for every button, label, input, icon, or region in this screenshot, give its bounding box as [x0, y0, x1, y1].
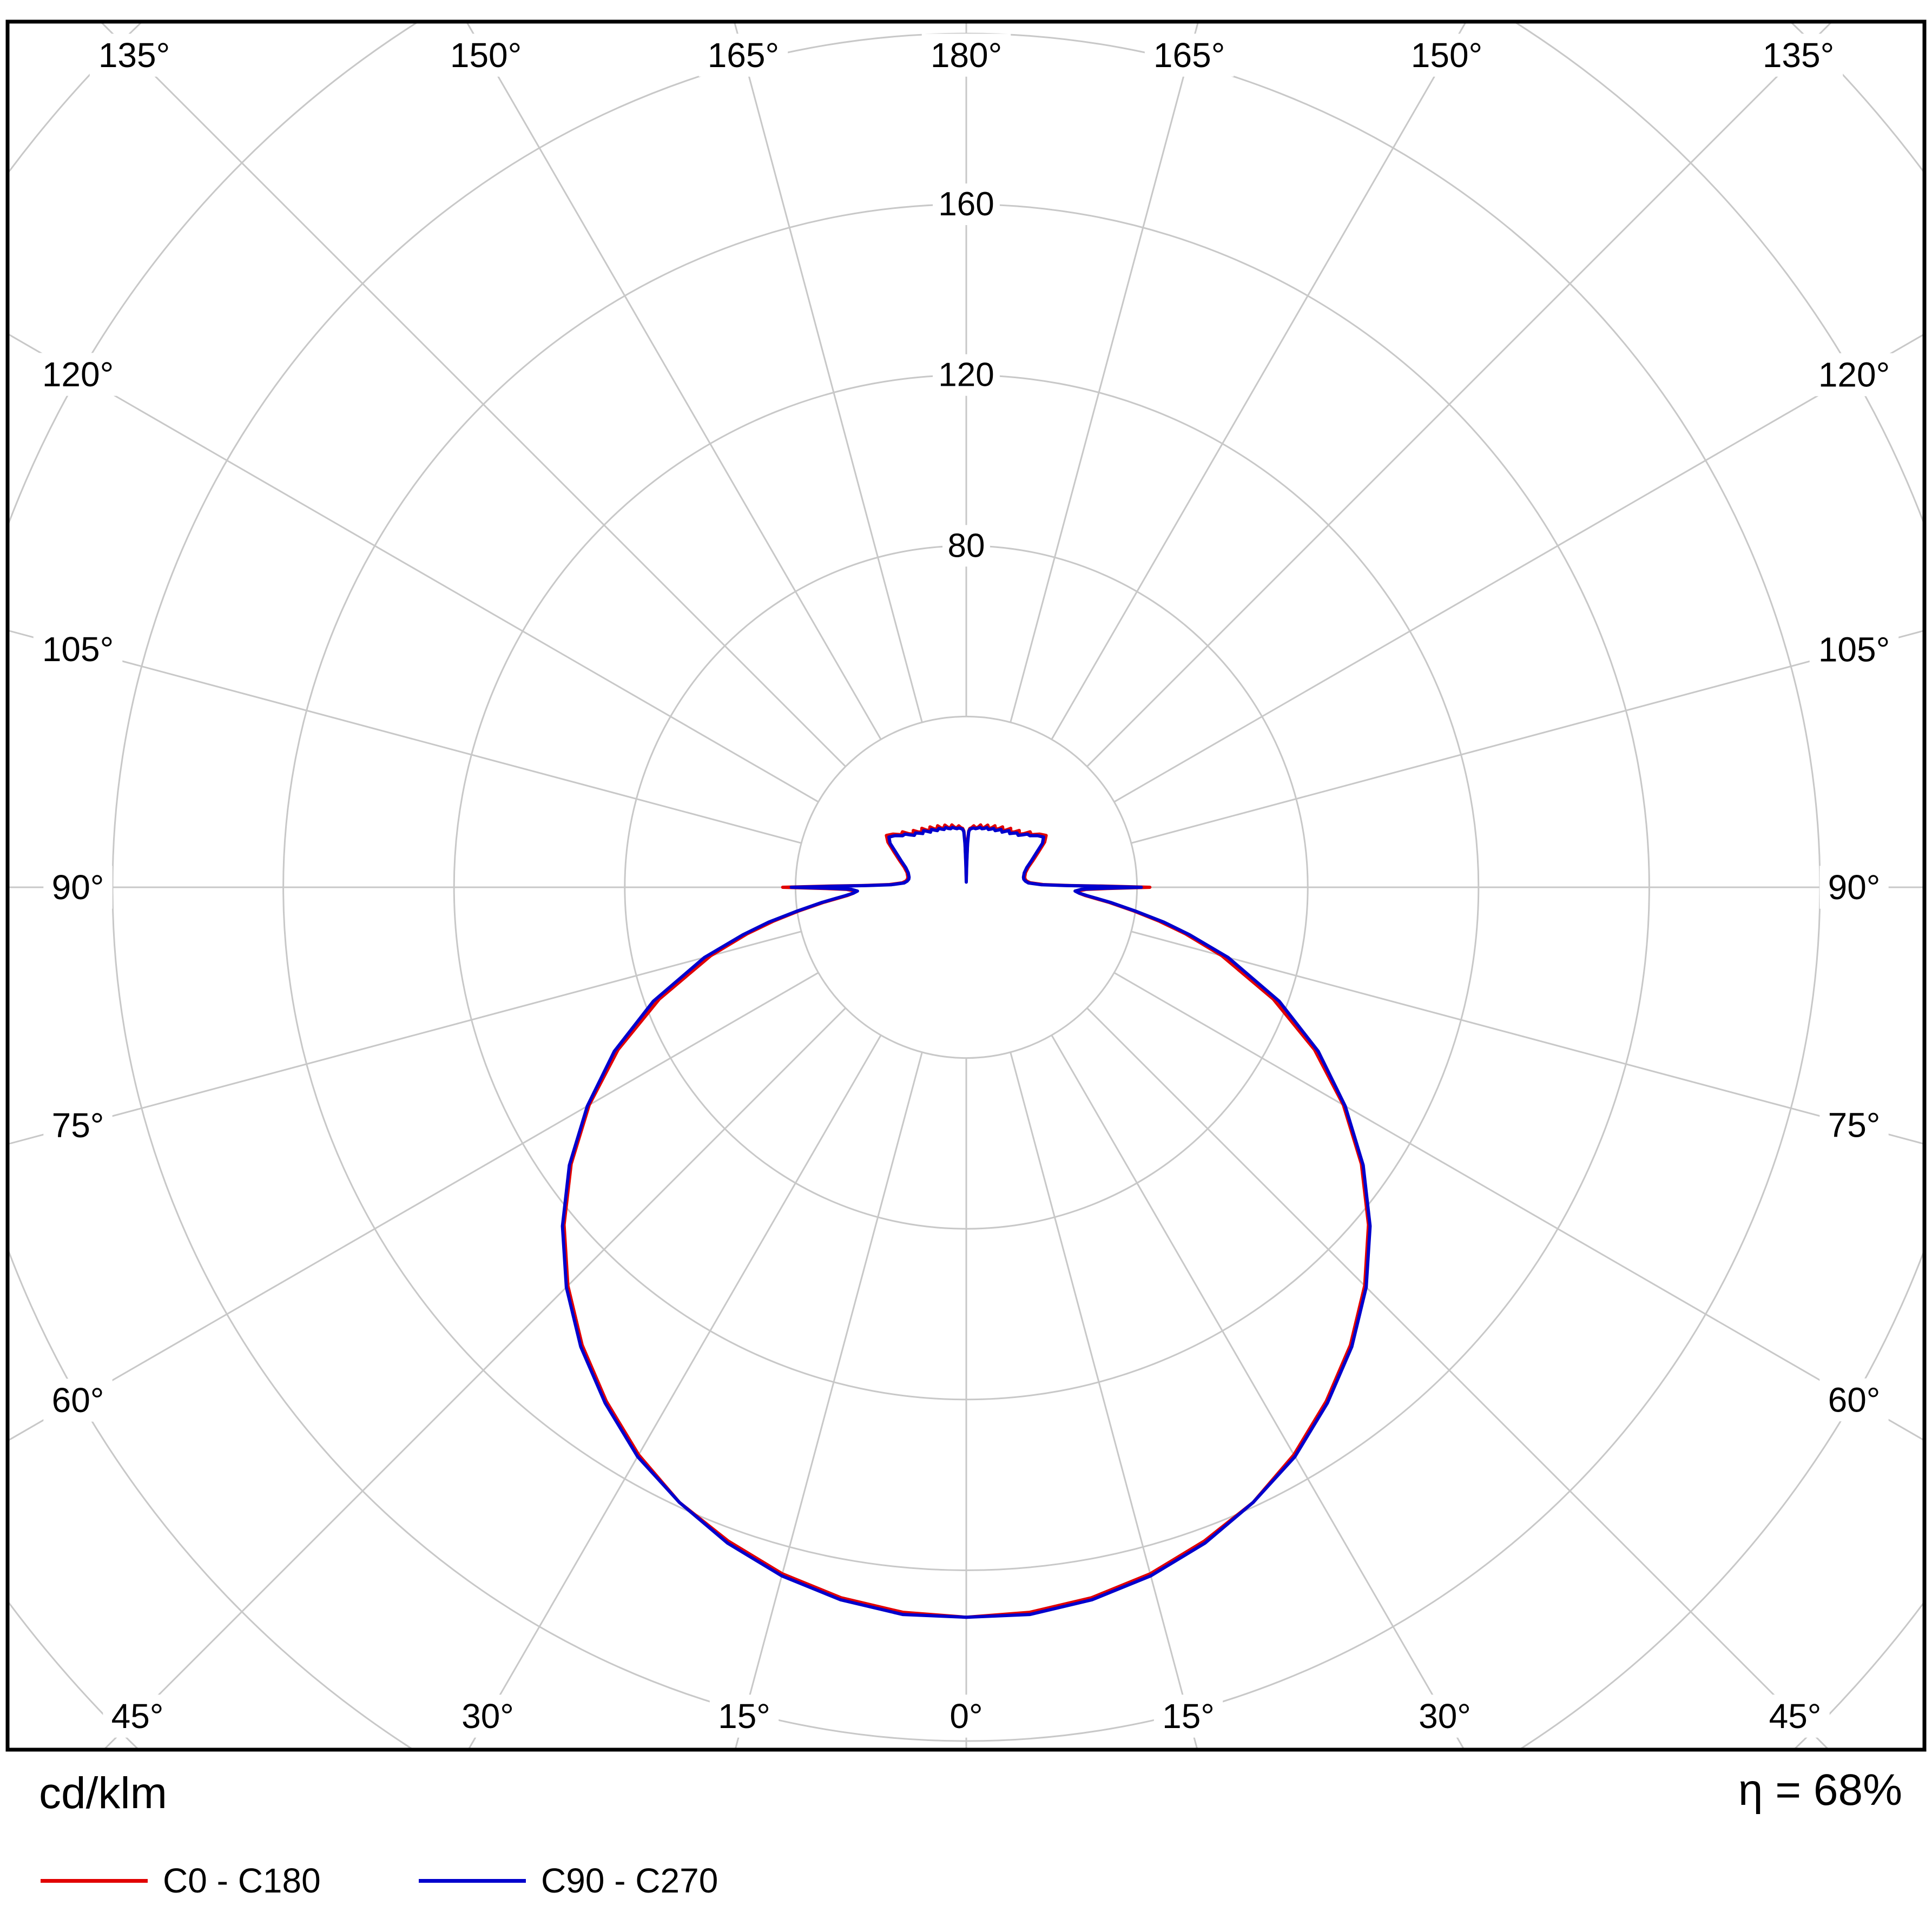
angle-label-90-right-bg	[1819, 866, 1889, 909]
angle-label-90-left: 90°	[52, 868, 104, 907]
angle-label-75-right: 75°	[1828, 1106, 1881, 1145]
angle-label-135-right-bg	[1753, 34, 1843, 77]
axis-labels: 80 120 160 0° 15° 15° 30° 30° 45° 45° 60° 60° 75° 75°…	[33, 34, 1899, 1738]
grid-spoke-345	[735, 1052, 923, 1748]
grid-spoke-330	[468, 1034, 882, 1748]
grid-spoke-255	[9, 630, 802, 844]
angle-label-30-right: 30°	[1419, 1697, 1471, 1736]
angle-label-60-right-bg	[1819, 1378, 1889, 1422]
radial-tick-label-160: 160	[938, 186, 994, 223]
angle-label-105-right-bg	[1809, 628, 1899, 671]
angle-label-135-right: 135°	[1763, 36, 1834, 75]
angle-label-45-right: 45°	[1769, 1697, 1822, 1736]
angle-label-165-left: 165°	[708, 36, 779, 75]
efficiency-value: η = 68%	[1738, 1765, 1902, 1815]
grid-spoke-75	[1131, 931, 1923, 1145]
angle-label-15-right-bg	[1153, 1694, 1223, 1738]
angle-label-45-left-bg	[103, 1694, 172, 1738]
grid-spoke-210	[466, 23, 882, 740]
legend-swatch-c0-c180-icon	[41, 1878, 148, 1883]
angle-label-15-right: 15°	[1162, 1697, 1215, 1736]
angle-label-135-left-bg	[89, 34, 179, 77]
grid-spoke-165	[1010, 23, 1199, 723]
angle-label-120-left: 120°	[42, 355, 114, 394]
angle-label-60-right: 60°	[1828, 1380, 1881, 1419]
angle-label-60-left-bg	[43, 1379, 113, 1422]
angle-label-120-left-bg	[33, 353, 123, 396]
radial-tick-label-80-bg	[942, 525, 990, 567]
angle-label-180-right: 180°	[931, 36, 1002, 75]
radial-tick-label-120: 120	[938, 357, 994, 394]
unit-label: cd/klm	[39, 1769, 167, 1818]
angle-label-90-right: 90°	[1828, 868, 1881, 907]
radial-tick-label-120-bg	[933, 354, 1000, 396]
grid-spoke-285	[9, 931, 802, 1145]
angle-label-15-left: 15°	[718, 1697, 770, 1736]
grid-spoke-15	[1010, 1052, 1198, 1748]
grid-spoke-60	[1113, 972, 1923, 1441]
angle-label-150-right: 150°	[1411, 36, 1482, 75]
angle-label-135-left: 135°	[98, 36, 170, 75]
angle-label-120-right: 120°	[1818, 355, 1890, 394]
angle-label-105-right: 105°	[1818, 630, 1890, 669]
angle-label-165-right-bg	[1144, 34, 1234, 77]
grid-spoke-195	[734, 23, 923, 723]
legend-item-c0-c180: C0 - C180	[41, 1859, 321, 1902]
legend-swatch-c90-c270-icon	[419, 1878, 526, 1883]
curve-c90-c270	[561, 826, 1372, 1619]
grid-spoke-150	[1051, 23, 1466, 740]
angle-label-0-right-bg	[941, 1694, 991, 1738]
chart-frame	[5, 19, 1927, 1752]
angle-label-90-left-bg	[43, 866, 113, 909]
angle-label-150-right-bg	[1402, 34, 1492, 77]
angle-label-75-left: 75°	[52, 1106, 104, 1145]
angle-label-180-right-bg	[921, 34, 1011, 77]
angle-label-30-left: 30°	[461, 1697, 514, 1736]
grid-spoke-120	[1113, 334, 1923, 803]
legend-item-c90-c270: C90 - C270	[419, 1859, 718, 1902]
grid-spoke-30	[1051, 1034, 1465, 1748]
radial-tick-label-80: 80	[948, 527, 985, 564]
radial-tick-label-160-bg	[933, 183, 1000, 226]
angle-label-150-left-bg	[441, 34, 531, 77]
angle-label-45-right-bg	[1760, 1694, 1830, 1738]
angle-label-165-left-bg	[698, 34, 788, 77]
angle-label-75-left-bg	[43, 1104, 113, 1147]
angle-label-60-left: 60°	[52, 1381, 104, 1420]
angle-label-45-left: 45°	[111, 1697, 164, 1736]
angle-label-30-right-bg	[1410, 1694, 1480, 1738]
grid-spoke-105	[1131, 630, 1923, 844]
angle-label-15-left-bg	[709, 1694, 779, 1738]
angle-label-105-left: 105°	[42, 630, 114, 669]
angle-label-165-right: 165°	[1153, 36, 1225, 75]
angle-label-105-left-bg	[33, 628, 123, 671]
grid-spoke-300	[9, 972, 819, 1441]
legend-label-c90-c270: C90 - C270	[541, 1861, 718, 1900]
angle-label-0-right: 0°	[949, 1697, 983, 1736]
angle-label-30-left-bg	[453, 1694, 523, 1738]
legend-label-c0-c180: C0 - C180	[163, 1861, 321, 1900]
grid-spoke-240	[9, 333, 819, 803]
angle-label-150-left: 150°	[450, 36, 522, 75]
angle-label-120-right-bg	[1809, 353, 1899, 397]
angle-label-75-right-bg	[1819, 1104, 1889, 1147]
